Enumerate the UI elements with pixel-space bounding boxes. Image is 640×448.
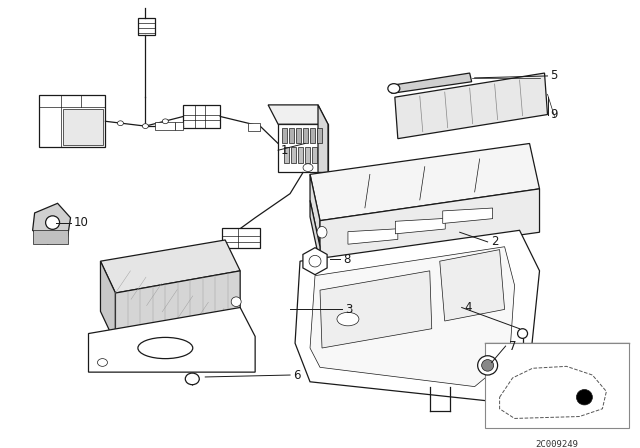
- Polygon shape: [183, 105, 220, 128]
- Text: 6: 6: [293, 369, 301, 382]
- Ellipse shape: [186, 373, 199, 385]
- Text: 1: 1: [281, 144, 289, 157]
- Polygon shape: [310, 247, 515, 387]
- Ellipse shape: [163, 119, 168, 124]
- Polygon shape: [100, 240, 240, 293]
- Polygon shape: [500, 366, 606, 418]
- Ellipse shape: [577, 389, 593, 405]
- Polygon shape: [138, 18, 156, 35]
- Ellipse shape: [309, 255, 321, 267]
- Ellipse shape: [337, 312, 359, 326]
- Polygon shape: [296, 128, 301, 143]
- Polygon shape: [320, 189, 540, 263]
- Polygon shape: [268, 105, 328, 124]
- Polygon shape: [100, 261, 115, 343]
- Polygon shape: [317, 128, 322, 143]
- Polygon shape: [305, 147, 310, 163]
- Polygon shape: [222, 228, 260, 248]
- Polygon shape: [348, 229, 398, 244]
- Ellipse shape: [482, 360, 493, 371]
- Polygon shape: [310, 128, 315, 143]
- Text: 10: 10: [74, 216, 88, 229]
- Polygon shape: [395, 73, 547, 139]
- Polygon shape: [298, 147, 303, 163]
- Bar: [484, 343, 629, 428]
- Text: 5: 5: [550, 69, 558, 82]
- Text: 9: 9: [550, 108, 558, 121]
- Text: 8: 8: [343, 253, 350, 266]
- Ellipse shape: [231, 297, 241, 306]
- Ellipse shape: [518, 329, 527, 338]
- Text: 4: 4: [465, 301, 472, 314]
- Polygon shape: [289, 128, 294, 143]
- Polygon shape: [248, 123, 260, 131]
- Polygon shape: [303, 128, 308, 143]
- Polygon shape: [318, 105, 328, 172]
- Polygon shape: [396, 218, 445, 234]
- Polygon shape: [440, 250, 504, 321]
- Ellipse shape: [317, 226, 327, 238]
- Ellipse shape: [303, 164, 313, 172]
- Ellipse shape: [142, 124, 148, 129]
- Ellipse shape: [97, 359, 108, 366]
- Polygon shape: [33, 230, 68, 244]
- Polygon shape: [156, 122, 175, 130]
- Ellipse shape: [138, 337, 193, 359]
- Ellipse shape: [118, 121, 124, 125]
- Polygon shape: [320, 271, 432, 348]
- Polygon shape: [88, 307, 255, 372]
- Polygon shape: [390, 73, 472, 93]
- Text: 2: 2: [491, 235, 498, 248]
- Polygon shape: [284, 147, 289, 163]
- Polygon shape: [443, 208, 493, 224]
- Polygon shape: [115, 271, 240, 343]
- Ellipse shape: [388, 84, 400, 93]
- Polygon shape: [38, 95, 106, 147]
- Polygon shape: [310, 200, 320, 263]
- Ellipse shape: [477, 356, 498, 375]
- Polygon shape: [310, 174, 320, 247]
- Text: 2C009249: 2C009249: [536, 439, 579, 448]
- Polygon shape: [33, 203, 70, 244]
- Polygon shape: [282, 128, 287, 143]
- Text: 3: 3: [345, 303, 353, 316]
- Polygon shape: [175, 122, 183, 130]
- Ellipse shape: [45, 216, 60, 229]
- Polygon shape: [295, 230, 540, 401]
- Polygon shape: [291, 147, 296, 163]
- Polygon shape: [310, 143, 540, 221]
- Polygon shape: [312, 147, 317, 163]
- Text: 7: 7: [509, 340, 516, 353]
- Polygon shape: [278, 124, 328, 172]
- Polygon shape: [63, 109, 104, 146]
